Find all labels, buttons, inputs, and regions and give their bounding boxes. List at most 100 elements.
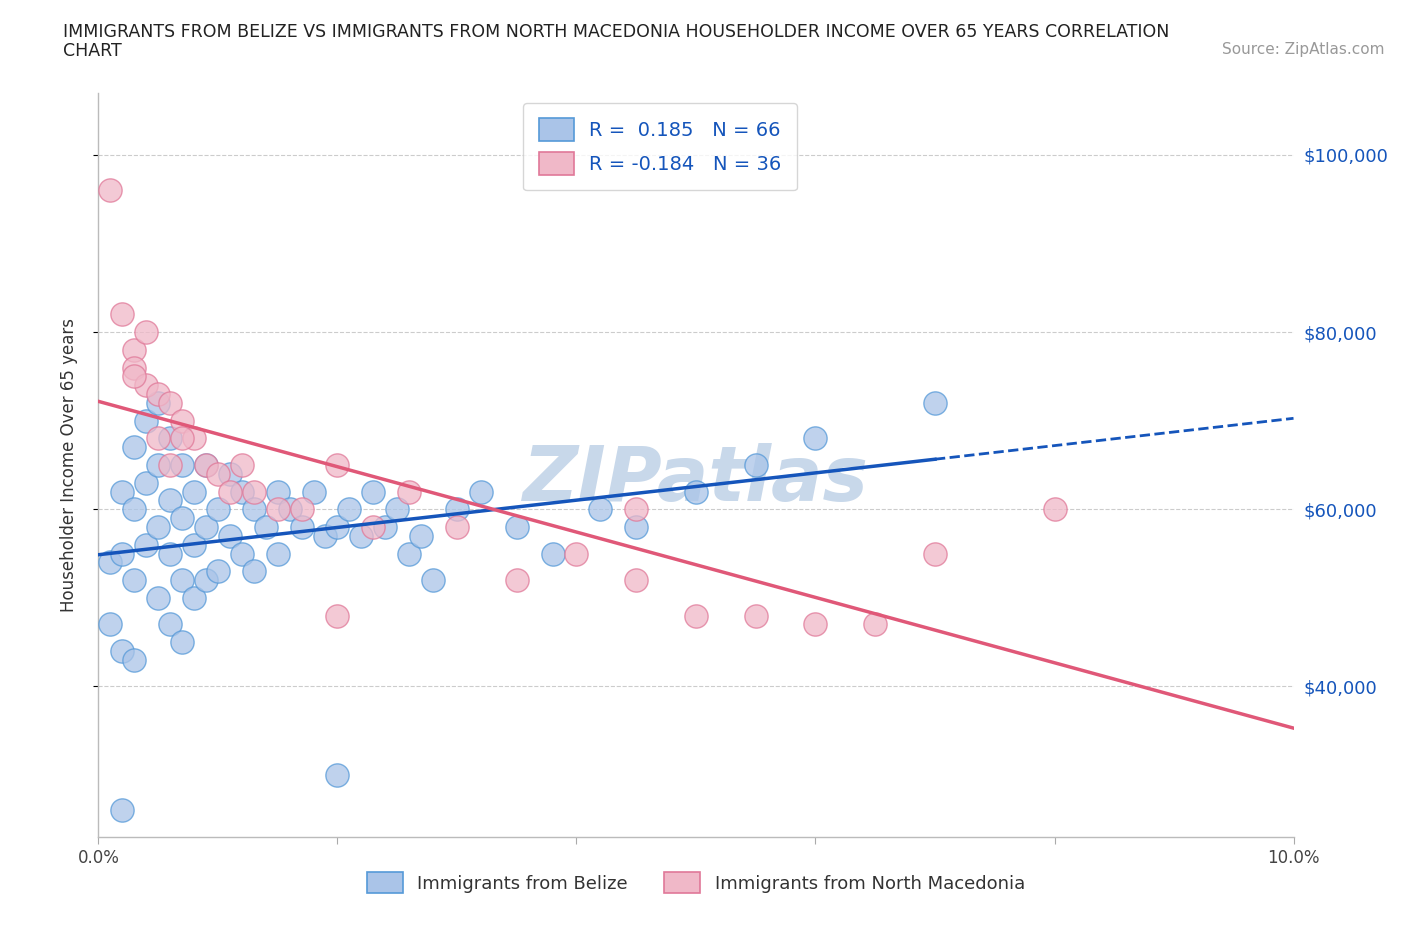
Point — [626, 520, 648, 535]
Point — [626, 573, 648, 588]
Point — [231, 546, 253, 561]
Point — [135, 413, 157, 428]
Point — [124, 440, 146, 455]
Point — [159, 458, 181, 472]
Point — [685, 608, 707, 623]
Point — [291, 520, 314, 535]
Point — [267, 485, 290, 499]
Point — [195, 573, 218, 588]
Point — [159, 546, 181, 561]
Point — [422, 573, 444, 588]
Text: ZIPatlas: ZIPatlas — [523, 443, 869, 517]
Point — [98, 183, 122, 198]
Text: Source: ZipAtlas.com: Source: ZipAtlas.com — [1222, 42, 1385, 57]
Point — [195, 458, 218, 472]
Point — [172, 634, 194, 649]
Point — [506, 520, 529, 535]
Point — [254, 520, 277, 535]
Point — [804, 617, 827, 631]
Point — [374, 520, 396, 535]
Point — [924, 395, 946, 410]
Point — [243, 502, 266, 517]
Point — [135, 378, 157, 392]
Legend: Immigrants from Belize, Immigrants from North Macedonia: Immigrants from Belize, Immigrants from … — [359, 863, 1033, 902]
Point — [506, 573, 529, 588]
Point — [219, 528, 242, 543]
Point — [111, 546, 134, 561]
Point — [865, 617, 887, 631]
Point — [172, 458, 194, 472]
Point — [183, 591, 205, 605]
Point — [231, 485, 253, 499]
Point — [148, 520, 170, 535]
Point — [363, 485, 385, 499]
Point — [326, 458, 349, 472]
Point — [172, 573, 194, 588]
Point — [148, 387, 170, 402]
Point — [565, 546, 588, 561]
Point — [207, 502, 229, 517]
Point — [219, 485, 242, 499]
Point — [291, 502, 314, 517]
Point — [541, 546, 564, 561]
Point — [124, 360, 146, 375]
Point — [745, 458, 768, 472]
Point — [124, 653, 146, 668]
Point — [589, 502, 612, 517]
Point — [111, 307, 134, 322]
Point — [470, 485, 492, 499]
Point — [231, 458, 253, 472]
Point — [278, 502, 301, 517]
Point — [326, 608, 349, 623]
Y-axis label: Householder Income Over 65 years: Householder Income Over 65 years — [59, 318, 77, 612]
Point — [745, 608, 768, 623]
Point — [398, 546, 420, 561]
Point — [350, 528, 373, 543]
Point — [148, 431, 170, 445]
Point — [1043, 502, 1066, 517]
Point — [172, 431, 194, 445]
Point — [172, 511, 194, 525]
Point — [267, 546, 290, 561]
Point — [124, 502, 146, 517]
Point — [148, 591, 170, 605]
Point — [219, 467, 242, 482]
Point — [159, 617, 181, 631]
Point — [135, 475, 157, 490]
Point — [159, 431, 181, 445]
Point — [148, 395, 170, 410]
Point — [446, 502, 468, 517]
Point — [243, 564, 266, 578]
Point — [124, 369, 146, 384]
Point — [207, 467, 229, 482]
Point — [363, 520, 385, 535]
Point — [98, 555, 122, 570]
Point — [135, 325, 157, 339]
Text: CHART: CHART — [63, 42, 122, 60]
Point — [98, 617, 122, 631]
Point — [183, 485, 205, 499]
Point — [326, 520, 349, 535]
Point — [172, 413, 194, 428]
Point — [339, 502, 361, 517]
Point — [183, 538, 205, 552]
Point — [124, 342, 146, 357]
Point — [111, 803, 134, 817]
Point — [302, 485, 325, 499]
Text: IMMIGRANTS FROM BELIZE VS IMMIGRANTS FROM NORTH MACEDONIA HOUSEHOLDER INCOME OVE: IMMIGRANTS FROM BELIZE VS IMMIGRANTS FRO… — [63, 23, 1170, 41]
Point — [111, 644, 134, 658]
Point — [159, 493, 181, 508]
Point — [195, 458, 218, 472]
Point — [159, 395, 181, 410]
Point — [148, 458, 170, 472]
Point — [124, 573, 146, 588]
Point — [111, 485, 134, 499]
Point — [315, 528, 337, 543]
Point — [924, 546, 946, 561]
Point — [135, 538, 157, 552]
Point — [385, 502, 409, 517]
Point — [626, 502, 648, 517]
Point — [685, 485, 707, 499]
Point — [446, 520, 468, 535]
Point — [195, 520, 218, 535]
